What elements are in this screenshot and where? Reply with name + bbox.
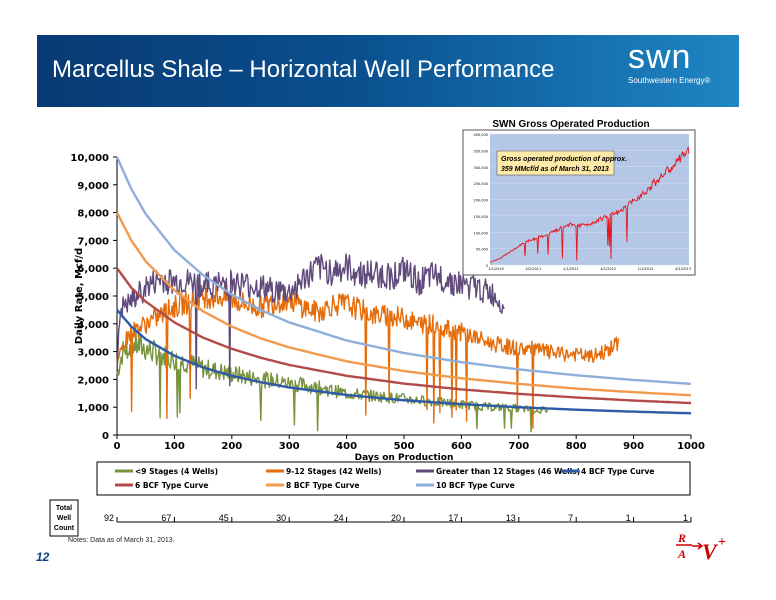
inset-x-tick-label: 4/1/2013	[675, 267, 691, 271]
inset-y-tick-label: 0	[486, 264, 488, 268]
x-tick-label: 900	[623, 441, 644, 452]
series-8-bcf-type-curve	[115, 212, 692, 397]
y-tick-label: 6,000	[77, 264, 109, 275]
x-tick-label: 400	[336, 441, 357, 452]
y-tick-label: 8,000	[77, 209, 109, 220]
x-tick-label: 0	[114, 441, 121, 452]
inset-series-line	[489, 146, 690, 263]
inset-y-tick-label: 250,000	[474, 182, 488, 186]
inset-annotation-line1: Gross operated production of approx.	[501, 156, 627, 163]
legend-label-6-bcf-type-curve: 6 BCF Type Curve	[135, 481, 208, 490]
header-banner	[37, 35, 739, 107]
inset-y-tick-label: 150,000	[474, 215, 488, 219]
page-title: Marcellus Shale – Horizontal Well Perfor…	[52, 56, 555, 83]
series-6-bcf-type-curve	[116, 267, 692, 405]
well-count-label: 20	[391, 513, 401, 523]
well-count-label: 92	[104, 513, 114, 523]
logo-subtitle: Southwestern Energy®	[628, 76, 710, 85]
series-4-bcf-type-curve	[116, 309, 692, 415]
swn-logo: swn Southwestern Energy®	[628, 40, 710, 85]
logo-subtitle-text: Southwestern Energy	[628, 76, 705, 85]
y-tick-label: 4,000	[77, 320, 109, 331]
y-tick-label: 7,000	[77, 236, 109, 247]
inset-annotation-box	[496, 150, 615, 176]
legend-label-9-stages-4-wells: <9 Stages (4 Wells)	[135, 467, 218, 476]
logo-registered-mark: ®	[704, 76, 711, 85]
inset-x-tick-label: 4/1/2011	[526, 267, 542, 271]
y-tick-label: 2,000	[77, 375, 109, 386]
well-count-header-well: Well	[57, 515, 71, 522]
well-count-header-box	[49, 499, 79, 537]
x-tick-label: 800	[566, 441, 587, 452]
x-tick-label: 700	[508, 441, 529, 452]
y-tick-label: 0	[102, 431, 109, 442]
inset-x-tick-label: 1/1/2011	[563, 267, 579, 271]
well-count-label: 67	[161, 513, 171, 523]
inset-y-tick-label: 400,000	[474, 133, 488, 137]
inset-y-tick-label: 100,000	[474, 231, 488, 235]
series-greater-than-12-stages-46-wells	[116, 253, 505, 390]
x-tick-label: 1000	[677, 441, 705, 452]
svg-text:V: V	[702, 539, 719, 564]
y-tick-label: 3,000	[77, 348, 109, 359]
inset-x-tick-label: 1/1/2012	[638, 267, 654, 271]
legend-label-8-bcf-type-curve: 8 BCF Type Curve	[286, 481, 359, 490]
legend-label-4-bcf-type-curve: 4 BCF Type Curve	[581, 467, 654, 476]
svg-text:A: A	[677, 547, 686, 561]
y-tick-label: 5,000	[77, 292, 109, 303]
inset-y-tick-label: 300,000	[474, 166, 488, 170]
inset-title: SWN Gross Operated Production	[492, 119, 649, 130]
inset-y-tick-label: 50,000	[476, 248, 488, 252]
inset-x-tick-label: 4/1/2012	[600, 267, 616, 271]
y-tick-label: 1,000	[77, 403, 109, 414]
well-count-label: 24	[334, 513, 344, 523]
inset-y-tick-label: 350,000	[474, 149, 488, 153]
svg-text:+: +	[718, 535, 726, 550]
x-tick-label: 300	[279, 441, 300, 452]
legend-label-9-12-stages-42-wells: 9-12 Stages (42 Wells)	[286, 467, 382, 476]
y-tick-label: 10,000	[70, 153, 109, 164]
svg-text:R: R	[677, 531, 686, 545]
well-count-label: 17	[448, 513, 458, 523]
y-tick-label: 9,000	[77, 181, 109, 192]
x-axis-title: Days on Production	[355, 453, 454, 463]
well-count-label: 13	[506, 513, 516, 523]
series-10-bcf-type-curve	[115, 156, 692, 385]
inset-x-tick-label: 1/1/2010	[488, 267, 504, 271]
well-count-header-total: Total	[56, 505, 72, 512]
legend-box	[96, 461, 691, 496]
notes-text: Notes: Data as of March 31, 2013.	[68, 537, 175, 544]
x-tick-label: 500	[394, 441, 415, 452]
x-tick-label: 100	[164, 441, 185, 452]
well-count-label: 1	[683, 513, 688, 523]
well-count-label: 45	[219, 513, 229, 523]
inset-annotation-line2: 359 MMcf/d as of March 31, 2013	[501, 166, 609, 173]
x-tick-label: 600	[451, 441, 472, 452]
x-tick-label: 200	[221, 441, 242, 452]
logo-wordmark: swn	[628, 38, 692, 76]
inset-y-tick-label: 200,000	[474, 199, 488, 203]
well-count-label: 30	[276, 513, 286, 523]
legend-label-greater-than-12-stages-46-wells: Greater than 12 Stages (46 Wells)	[436, 467, 580, 476]
page-number: 12	[36, 550, 50, 564]
legend-label-10-bcf-type-curve: 10 BCF Type Curve	[436, 481, 515, 490]
y-axis-title: Daily Rate, Mcf/d	[74, 248, 85, 344]
rav-logo: R A V +	[676, 531, 726, 564]
well-count-label: 7	[568, 513, 573, 523]
well-count-label: 1	[626, 513, 631, 523]
well-count-header-count: Count	[54, 525, 75, 532]
